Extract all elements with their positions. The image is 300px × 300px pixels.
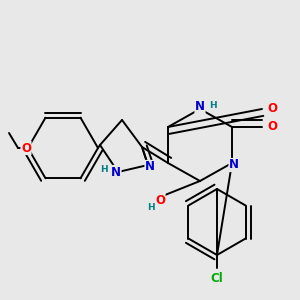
Text: N: N <box>195 100 205 113</box>
Text: H: H <box>209 100 217 109</box>
Text: N: N <box>145 160 155 173</box>
Text: H: H <box>100 164 108 173</box>
Text: N: N <box>111 166 121 178</box>
Text: O: O <box>21 142 31 154</box>
Text: N: N <box>229 158 239 172</box>
Text: O: O <box>155 194 165 206</box>
Text: H: H <box>147 202 155 211</box>
Text: Cl: Cl <box>211 272 224 284</box>
Text: O: O <box>267 121 277 134</box>
Text: O: O <box>267 103 277 116</box>
